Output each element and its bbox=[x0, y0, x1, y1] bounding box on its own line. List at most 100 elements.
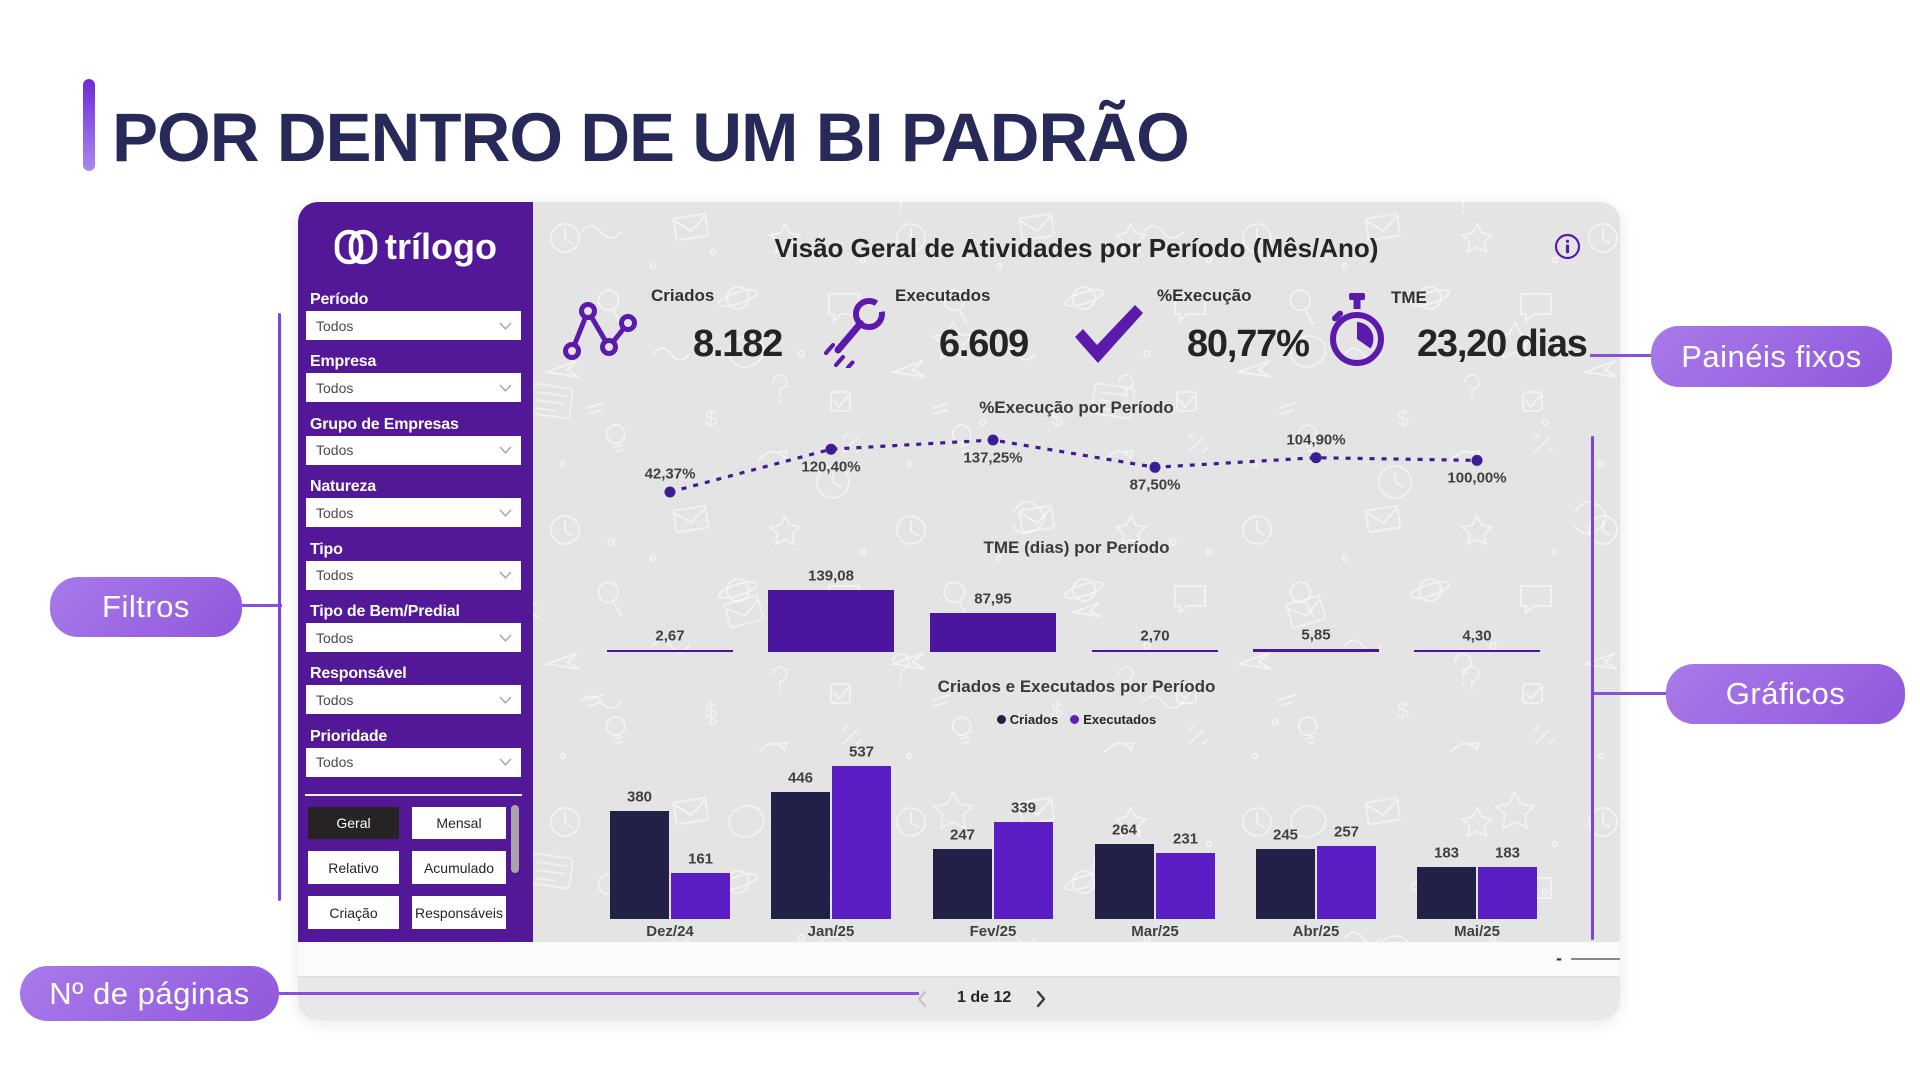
filter-dropdown[interactable]: Todos bbox=[306, 311, 521, 340]
filter-dropdown[interactable]: Todos bbox=[306, 498, 521, 528]
previous-page-icon[interactable] bbox=[916, 990, 928, 1008]
group-data-label: 183 bbox=[1433, 844, 1460, 862]
trilogo-logo-icon bbox=[334, 229, 378, 265]
line-data-label: 120,40% bbox=[801, 458, 861, 476]
callout-num-paginas-label: Nº de páginas bbox=[49, 975, 250, 1011]
next-page-icon[interactable] bbox=[1035, 990, 1047, 1008]
tme-bar bbox=[930, 612, 1056, 652]
callout-graficos: Gráficos bbox=[1666, 664, 1905, 724]
legend-label: Executados bbox=[1083, 712, 1157, 727]
kpi-value: 80,77% bbox=[1187, 323, 1310, 365]
line-data-label: 137,25% bbox=[963, 449, 1023, 467]
view-button-relativo[interactable]: Relativo bbox=[308, 851, 399, 884]
filter-selected-value: Todos bbox=[316, 317, 354, 334]
chevron-down-icon bbox=[499, 322, 512, 330]
connector-graficos bbox=[1593, 692, 1666, 695]
callout-filtros: Filtros bbox=[50, 577, 242, 637]
line-point bbox=[987, 434, 999, 446]
callout-paineis-fixos: Painéis fixos bbox=[1651, 326, 1892, 387]
chevron-down-icon bbox=[499, 758, 512, 767]
tme-bar bbox=[768, 590, 894, 652]
filter-dropdown[interactable]: Todos bbox=[306, 747, 521, 777]
line-point bbox=[825, 443, 837, 455]
filter-label: Tipo bbox=[310, 540, 343, 558]
grouped-chart-title: Criados e Executados por Período bbox=[937, 677, 1216, 696]
group-data-label: 257 bbox=[1333, 823, 1360, 841]
group-data-label: 339 bbox=[1010, 799, 1037, 817]
zoom-out-button[interactable]: - bbox=[1556, 948, 1562, 968]
legend-item-criados[interactable]: Criados bbox=[996, 712, 1059, 727]
bi-dashboard: trílogo Período Todos Empresa Todos Grupo de… bbox=[298, 202, 1620, 1020]
legend-dot bbox=[1070, 715, 1080, 724]
group-bar-executados bbox=[1478, 866, 1537, 919]
group-data-label: 161 bbox=[687, 850, 714, 868]
chevron-down-icon bbox=[499, 571, 512, 579]
tme-data-label: 2,70 bbox=[1140, 627, 1170, 644]
group-data-label: 446 bbox=[787, 769, 814, 787]
line-data-label: 87,50% bbox=[1129, 476, 1181, 494]
connector-paineis-fixos bbox=[1590, 354, 1651, 357]
filter-dropdown[interactable]: Todos bbox=[306, 685, 521, 715]
trilogo-logo-text: trílogo bbox=[385, 226, 497, 267]
connector-filtros bbox=[242, 604, 282, 607]
kpi-value: 23,20 dias bbox=[1417, 323, 1588, 365]
view-button-responsaveis[interactable]: Responsáveis bbox=[412, 896, 506, 929]
group-bar-criados bbox=[1256, 849, 1315, 919]
filter-dropdown[interactable]: Todos bbox=[306, 623, 521, 652]
line-chart-icon bbox=[563, 302, 637, 360]
filter-dropdown[interactable]: Todos bbox=[306, 560, 521, 590]
zoom-slider[interactable] bbox=[1571, 958, 1620, 960]
filter-selected-value: Todos bbox=[316, 754, 354, 771]
filter-selected-value: Todos bbox=[316, 504, 354, 521]
group-data-label: 380 bbox=[626, 788, 653, 806]
tme-chart-title: TME (dias) por Período bbox=[983, 538, 1170, 557]
legend-item-executados[interactable]: Executados bbox=[1070, 712, 1156, 727]
legend-label: Criados bbox=[1009, 712, 1059, 727]
callout-paineis-fixos-label: Painéis fixos bbox=[1681, 338, 1862, 374]
tme-bar bbox=[1414, 649, 1540, 652]
group-data-label: 537 bbox=[848, 743, 875, 761]
filter-dropdown[interactable]: Todos bbox=[306, 435, 521, 465]
group-bar-criados bbox=[1417, 866, 1476, 919]
group-data-label: 183 bbox=[1494, 844, 1521, 862]
tme-data-label: 2,67 bbox=[655, 627, 685, 644]
kpi-label: Executados bbox=[895, 286, 991, 305]
view-button-mensal[interactable]: Mensal bbox=[412, 807, 506, 839]
line-data-label: 42,37% bbox=[644, 465, 696, 483]
info-icon[interactable] bbox=[1554, 233, 1581, 260]
group-data-label: 247 bbox=[949, 826, 976, 844]
line-point bbox=[1471, 454, 1483, 466]
execucao-line-chart bbox=[664, 434, 1483, 498]
view-button-geral[interactable]: Geral bbox=[308, 807, 399, 839]
line-data-label: 104,90% bbox=[1286, 431, 1346, 449]
group-bar-criados bbox=[610, 810, 669, 919]
x-axis-label: Mar/25 bbox=[1131, 923, 1179, 940]
group-bar-criados bbox=[1095, 843, 1154, 919]
line-point bbox=[1310, 452, 1322, 464]
group-bar-executados bbox=[832, 766, 891, 919]
buttons-scrollbar[interactable] bbox=[511, 805, 519, 873]
view-button-acumulado[interactable]: Acumulado bbox=[412, 851, 506, 884]
filter-dropdown[interactable]: Todos bbox=[306, 373, 521, 403]
filter-selected-value: Todos bbox=[316, 629, 354, 646]
line-point bbox=[664, 486, 676, 498]
bracket-filtros bbox=[278, 313, 281, 901]
tme-data-label: 5,85 bbox=[1301, 626, 1331, 644]
filter-sidebar: trílogo Período Todos Empresa Todos Grupo de… bbox=[298, 202, 533, 942]
tme-bar bbox=[1092, 649, 1218, 652]
filter-selected-value: Todos bbox=[316, 442, 354, 459]
callout-graficos-label: Gráficos bbox=[1725, 676, 1846, 711]
trilogo-logo: trílogo bbox=[298, 221, 533, 273]
bracket-graficos bbox=[1591, 436, 1594, 940]
filter-selected-value: Todos bbox=[316, 379, 354, 396]
group-bar-executados bbox=[1156, 853, 1215, 919]
report-footer-strip: - bbox=[298, 942, 1620, 976]
x-axis-label: Abr/25 bbox=[1292, 923, 1340, 940]
group-bar-criados bbox=[933, 848, 992, 919]
filter-label: Natureza bbox=[310, 478, 376, 496]
chevron-down-icon bbox=[499, 384, 512, 392]
title-accent-bar bbox=[83, 79, 95, 171]
filter-selected-value: Todos bbox=[316, 567, 354, 584]
kpi-value: 6.609 bbox=[939, 323, 1029, 365]
view-button-criacao[interactable]: Criação bbox=[308, 896, 399, 929]
